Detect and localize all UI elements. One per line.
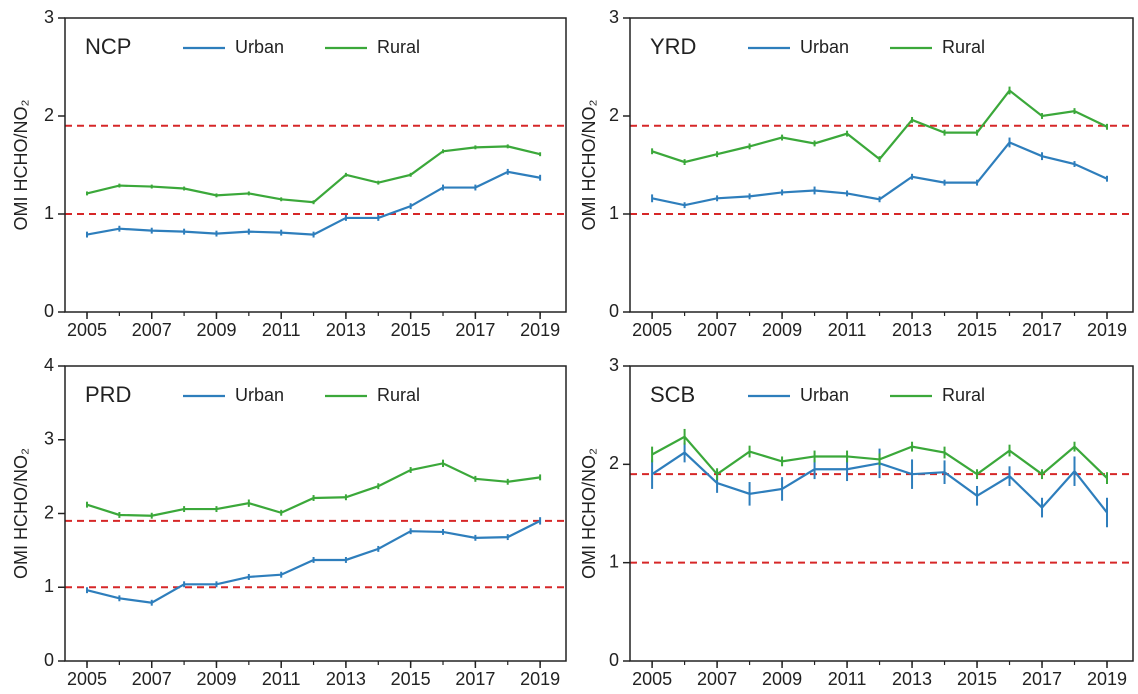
x-tick-label: 2017 xyxy=(1022,669,1062,689)
x-tick-label: 2007 xyxy=(132,320,172,340)
axes-frame xyxy=(64,365,567,662)
panel-title: NCP xyxy=(85,34,131,59)
x-tick-label: 2009 xyxy=(196,669,236,689)
legend-label: Rural xyxy=(942,385,985,405)
x-tick-label: 2017 xyxy=(455,320,495,340)
x-tick-label: 2019 xyxy=(520,669,560,689)
y-axis-label: OMI HCHO/NO₂ xyxy=(579,99,599,230)
y-tick-label: 0 xyxy=(609,301,619,321)
x-tick-label: 2015 xyxy=(391,669,431,689)
series-line xyxy=(86,462,541,517)
subplot: 0 1 2 3 4 2005 2007 2009 2011 2013 2015 2017 2019 OMI… xyxy=(11,355,567,689)
axes-frame xyxy=(629,17,1134,313)
y-tick-label: 2 xyxy=(44,502,54,522)
x-tick-label: 2013 xyxy=(892,320,932,340)
legend-label: Rural xyxy=(377,37,420,57)
y-tick-label: 3 xyxy=(44,7,54,27)
subplot: 0 1 2 3 2005 2007 2009 2011 2013 2015 2017 2019 OMI … xyxy=(579,7,1134,340)
y-tick-label: 1 xyxy=(44,576,54,596)
axes-frame xyxy=(629,365,1134,662)
y-axis-label: OMI HCHO/NO₂ xyxy=(579,448,599,579)
x-tick-label: 2011 xyxy=(828,669,867,689)
x-tick-label: 2015 xyxy=(957,669,997,689)
x-tick-label: 2011 xyxy=(262,320,301,340)
x-tick-label: 2013 xyxy=(892,669,932,689)
series-line xyxy=(651,141,1108,207)
x-tick-label: 2017 xyxy=(455,669,495,689)
series-line xyxy=(86,145,541,204)
y-axis-label: OMI HCHO/NO₂ xyxy=(11,448,31,579)
subplot: 0 1 2 3 2005 2007 2009 2011 2013 2015 2017 2019 OMI … xyxy=(11,7,567,340)
subplot: 0 1 2 3 2005 2007 2009 2011 2013 2015 2017 2019 OMI … xyxy=(579,355,1134,689)
y-tick-label: 2 xyxy=(44,105,54,125)
y-tick-label: 3 xyxy=(44,429,54,449)
y-tick-label: 2 xyxy=(609,453,619,473)
legend-label: Rural xyxy=(377,385,420,405)
panel-title: YRD xyxy=(650,34,696,59)
x-tick-label: 2015 xyxy=(957,320,997,340)
legend-label: Urban xyxy=(235,385,284,405)
x-tick-label: 2005 xyxy=(67,320,107,340)
legend-label: Rural xyxy=(942,37,985,57)
legend-label: Urban xyxy=(800,37,849,57)
legend-label: Urban xyxy=(800,385,849,405)
y-axis-label: OMI HCHO/NO₂ xyxy=(11,99,31,230)
legend-label: Urban xyxy=(235,37,284,57)
x-tick-label: 2015 xyxy=(391,320,431,340)
axes-frame xyxy=(64,17,567,313)
panel-title: PRD xyxy=(85,382,131,407)
y-tick-label: 0 xyxy=(609,650,619,670)
y-tick-label: 3 xyxy=(609,7,619,27)
x-tick-label: 2007 xyxy=(697,669,737,689)
x-tick-label: 2011 xyxy=(828,320,867,340)
x-tick-label: 2019 xyxy=(1087,669,1127,689)
x-tick-label: 2005 xyxy=(632,320,672,340)
x-tick-label: 2011 xyxy=(262,669,301,689)
x-tick-label: 2019 xyxy=(520,320,560,340)
y-tick-label: 1 xyxy=(609,203,619,223)
x-tick-label: 2007 xyxy=(697,320,737,340)
x-tick-label: 2007 xyxy=(132,669,172,689)
y-tick-label: 2 xyxy=(609,105,619,125)
x-tick-label: 2005 xyxy=(67,669,107,689)
x-tick-label: 2009 xyxy=(762,320,802,340)
x-tick-label: 2005 xyxy=(632,669,672,689)
x-tick-label: 2019 xyxy=(1087,320,1127,340)
x-tick-label: 2009 xyxy=(762,669,802,689)
panel-title: SCB xyxy=(650,382,695,407)
x-tick-label: 2009 xyxy=(196,320,236,340)
y-tick-label: 1 xyxy=(609,551,619,571)
y-tick-label: 0 xyxy=(44,301,54,321)
x-tick-label: 2017 xyxy=(1022,320,1062,340)
x-tick-label: 2013 xyxy=(326,669,366,689)
y-tick-label: 4 xyxy=(44,355,54,375)
y-tick-label: 0 xyxy=(44,650,54,670)
y-tick-label: 3 xyxy=(609,355,619,375)
x-tick-label: 2013 xyxy=(326,320,366,340)
y-tick-label: 1 xyxy=(44,203,54,223)
